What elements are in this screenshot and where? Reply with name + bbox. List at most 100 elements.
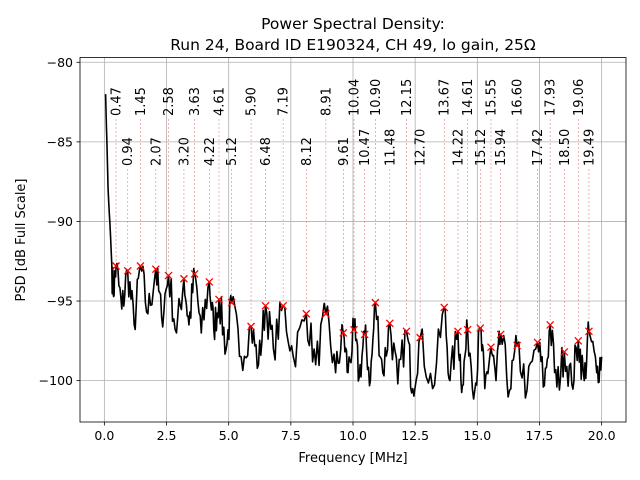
peak-marker — [112, 262, 121, 270]
peak-marker — [339, 328, 348, 337]
peak-x-stroke — [546, 320, 555, 329]
x-tick-label: 2.5 — [157, 428, 177, 443]
peak-x-stroke — [402, 327, 411, 336]
peak-x-stroke — [302, 309, 311, 318]
peak-x-stroke — [247, 322, 256, 331]
peak-x-stroke — [112, 262, 121, 270]
peak-label: 5.90 — [245, 87, 260, 116]
peak-marker — [440, 303, 449, 312]
peak-x-stroke — [487, 343, 495, 352]
x-axis: 0.0 2.5 5.0 7.5 10.0 12.5 15.0 17.5 20.0 — [94, 422, 616, 443]
x-tick-label: 7.5 — [281, 428, 301, 443]
peak-markers: 0.47 0.94 1.45 2.07 2.58 3.20 3.63 4.22 4.61 5.12… — [110, 79, 598, 356]
peak-marker — [513, 341, 522, 350]
peak-x-stroke — [279, 301, 288, 310]
peak-x-stroke — [261, 301, 270, 310]
peak-x-stroke — [416, 333, 425, 342]
peak-label: 19.06 — [572, 79, 587, 116]
peak-label: 13.67 — [438, 79, 453, 116]
peak-label: 5.12 — [225, 137, 240, 166]
peak-marker — [476, 324, 485, 333]
peak-marker — [123, 266, 132, 275]
peak-label: 15.94 — [494, 129, 509, 166]
x-tick-label: 5.0 — [219, 428, 239, 443]
chart-title: Power Spectral Density: — [261, 15, 445, 33]
peak-label: 12.15 — [400, 79, 415, 116]
peak-label: 11.48 — [383, 129, 398, 166]
peak-label: 7.19 — [277, 87, 292, 116]
x-axis-label: Frequency [MHz] — [298, 451, 407, 466]
peak-marker — [360, 330, 369, 339]
peak-marker — [453, 327, 462, 336]
peak-marker — [205, 277, 214, 286]
x-tick-label: 12.5 — [401, 428, 429, 443]
peak-label: 6.48 — [259, 137, 274, 166]
peak-marker — [546, 320, 555, 329]
peak-x-stroke — [151, 265, 160, 274]
peak-label: 2.58 — [162, 87, 177, 116]
peak-marker — [164, 271, 173, 280]
peak-marker — [302, 309, 311, 318]
peak-marker — [574, 336, 583, 345]
peak-x-stroke — [560, 348, 569, 356]
peak-x-stroke — [513, 341, 522, 350]
y-tick-label: −85 — [47, 134, 73, 149]
peak-label: 0.47 — [110, 87, 125, 116]
peak-x-stroke — [476, 324, 485, 333]
peak-marker — [385, 319, 394, 328]
peak-marker — [350, 325, 358, 334]
peak-x-stroke — [533, 338, 542, 347]
peak-label: 2.07 — [149, 137, 164, 166]
peak-leader-lines — [115, 119, 590, 347]
peak-marker — [584, 327, 593, 336]
peak-label: 17.93 — [544, 79, 559, 116]
peak-x-stroke — [584, 327, 593, 336]
peak-x-stroke — [123, 266, 132, 275]
peak-x-stroke — [215, 295, 223, 304]
peak-marker — [136, 262, 145, 270]
peak-marker — [215, 295, 223, 304]
peak-x-stroke — [179, 274, 188, 283]
peak-x-stroke — [360, 330, 369, 339]
x-tick-label: 20.0 — [588, 428, 616, 443]
y-tick-label: −80 — [47, 55, 73, 70]
peak-marker — [179, 274, 188, 283]
peak-x-stroke — [350, 325, 358, 334]
peak-label: 3.63 — [188, 87, 203, 116]
peak-x-stroke — [136, 262, 145, 270]
peak-label: 19.49 — [583, 129, 598, 166]
x-tick-label: 17.5 — [526, 428, 554, 443]
peak-label: 9.61 — [337, 137, 352, 166]
peak-label: 3.20 — [177, 137, 192, 166]
peak-label: 16.60 — [511, 79, 526, 116]
peak-x-stroke — [496, 330, 505, 339]
peak-x-stroke — [339, 328, 348, 337]
peak-marker — [463, 325, 472, 334]
peak-label: 0.94 — [121, 137, 136, 166]
peak-marker — [321, 309, 330, 318]
peak-label: 10.04 — [348, 79, 363, 116]
peak-marker — [227, 298, 236, 307]
peak-label: 15.55 — [485, 79, 500, 116]
grid — [80, 57, 626, 422]
y-axis: −80 −85 −90 −95 −100 — [39, 55, 80, 388]
y-axis-label: PSD [dB Full Scale] — [14, 178, 29, 301]
peak-x-stroke — [453, 327, 462, 336]
peak-label: 17.42 — [531, 129, 546, 166]
peak-x-stroke — [463, 325, 472, 334]
peak-marker — [247, 322, 256, 331]
y-tick-label: −95 — [47, 294, 73, 309]
y-tick-label: −100 — [39, 373, 73, 388]
peak-marker — [371, 298, 380, 307]
peak-marker — [416, 333, 425, 342]
peak-marker — [533, 338, 542, 347]
peak-marker — [261, 301, 270, 310]
chart-subtitle: Run 24, Board ID E190324, CH 49, lo gain… — [170, 36, 536, 54]
peak-marker — [402, 327, 411, 336]
x-tick-label: 15.0 — [463, 428, 491, 443]
peak-marker — [151, 265, 160, 274]
x-tick-label: 0.0 — [94, 428, 114, 443]
peak-x-stroke — [164, 271, 173, 280]
peak-label: 18.50 — [558, 129, 573, 166]
